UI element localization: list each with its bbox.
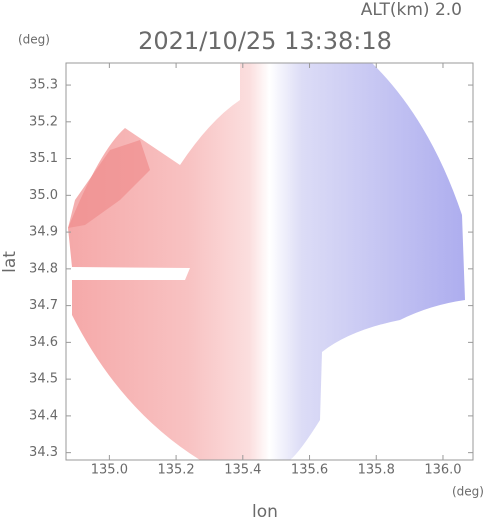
x-tick-label: 135.2 [157,463,194,478]
y-tick-label: 35.3 [29,78,58,93]
x-tick-label: 136.0 [424,463,461,478]
y-tick-label: 34.5 [29,372,58,387]
y-tick-label: 35.0 [29,188,58,203]
y-tick-label: 34.4 [29,408,58,423]
x-tick-label: 135.4 [224,463,261,478]
x-tick-label: 135.6 [291,463,328,478]
velocity-field [68,63,465,460]
x-axis-label: lon [252,502,278,521]
x-tick-label: 135.8 [358,463,395,478]
y-tick-label: 34.8 [29,261,58,276]
y-tick-label: 35.2 [29,114,58,129]
y-unit: (deg) [18,33,50,47]
y-tick-label: 35.1 [29,151,58,166]
y-tick-label: 34.9 [29,225,58,240]
altitude: ALT(km) 2.0 [361,0,462,20]
red-patch [68,140,150,228]
x-unit: (deg) [452,485,484,499]
chart-title: 2021/10/25 13:38:18 [138,27,392,55]
x-tick-label: 135.0 [91,463,128,478]
y-tick-label: 34.6 [29,335,58,350]
y-tick-label: 34.7 [29,298,58,313]
y-axis-label: lat [0,251,20,273]
plot-frame [65,62,474,461]
y-tick-label: 34.3 [29,445,58,460]
